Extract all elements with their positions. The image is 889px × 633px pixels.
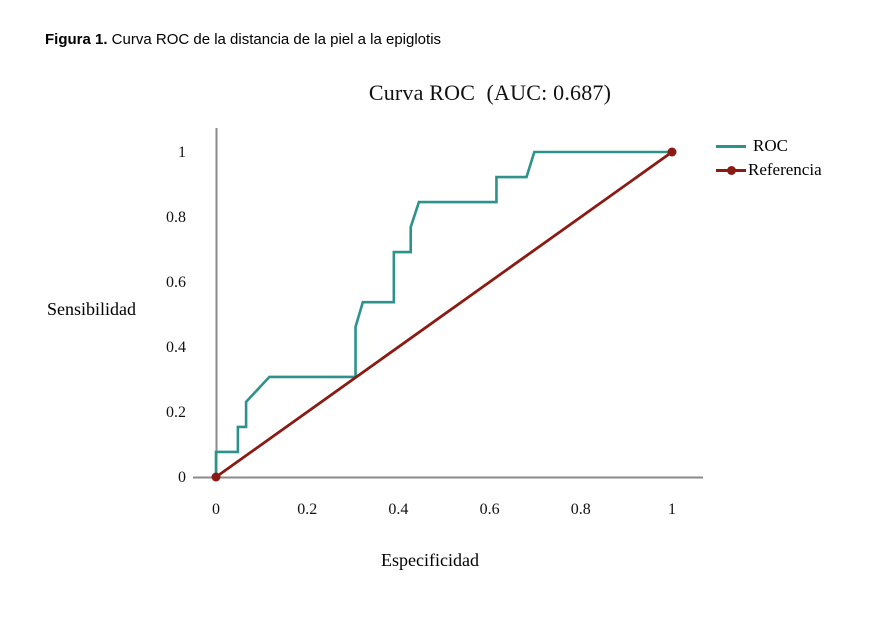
y-tick-label: 0.8 — [166, 209, 186, 226]
x-tick-label: 0.4 — [388, 501, 408, 518]
chart-legend: ROC Referencia — [716, 134, 822, 182]
figure-caption: Figura 1. Curva ROC de la distancia de l… — [45, 31, 441, 48]
legend-label-referencia: Referencia — [748, 160, 822, 179]
x-axis-title: Especificidad — [381, 550, 479, 570]
y-tick-label: 0.6 — [166, 274, 186, 291]
y-tick-label: 0 — [178, 469, 186, 486]
y-axis-title: Sensibilidad — [47, 299, 136, 319]
y-tick-label: 1 — [178, 144, 186, 161]
x-tick-label: 1 — [668, 501, 676, 518]
x-tick-label: 0.8 — [571, 501, 591, 518]
legend-label-roc: ROC — [753, 136, 788, 155]
roc-line-swatch — [716, 144, 746, 148]
x-tick-label: 0.2 — [297, 501, 317, 518]
y-tick-label: 0.2 — [166, 404, 186, 421]
referencia-endpoint-marker — [667, 147, 677, 157]
referencia-endpoint-marker — [211, 472, 221, 482]
roc-curve — [214, 150, 672, 477]
x-tick-label: 0.6 — [480, 501, 500, 518]
chart-title: Curva ROC (AUC: 0.687) — [368, 80, 612, 105]
figure-caption-text: Curva ROC de la distancia de la piel a l… — [107, 31, 442, 48]
x-tick-label: 0 — [212, 501, 220, 518]
referencia-line-swatch — [716, 165, 746, 175]
figure-caption-label: Figura 1. — [45, 31, 108, 48]
referencia-dot-icon — [727, 165, 736, 175]
referencia-curve — [215, 150, 673, 479]
legend-item-roc: ROC — [716, 134, 822, 158]
legend-item-referencia: Referencia — [716, 158, 822, 182]
y-tick-label: 0.4 — [166, 339, 186, 356]
